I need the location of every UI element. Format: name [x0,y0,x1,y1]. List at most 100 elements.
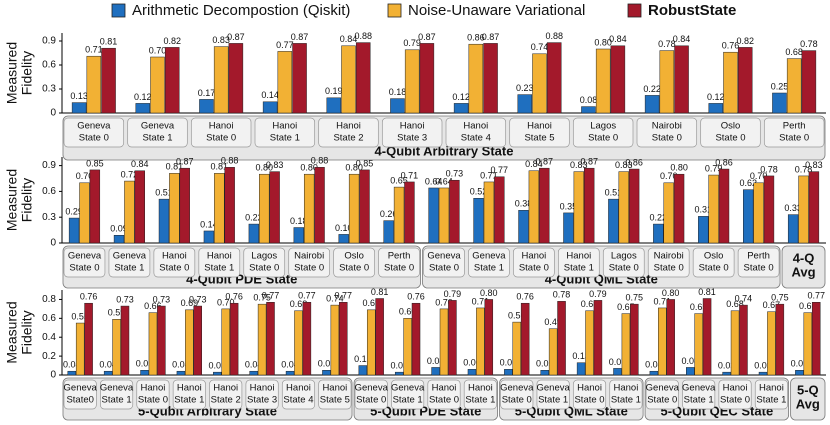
bar [737,47,753,114]
y-axis-label: Fidelity [19,51,35,95]
bar [249,370,258,376]
value-label: 0.78 [658,39,676,49]
value-label: 0.70 [660,171,678,181]
value-label: 0.56 [508,310,526,320]
x-tick-label: State 0 [609,263,639,274]
group-box [422,245,781,289]
value-label: 0.86 [715,157,733,167]
bar [723,51,738,114]
value-label: 0.31 [695,205,713,215]
bar [86,55,102,114]
category-box [602,247,645,278]
bar [483,181,495,244]
value-label: 0.79 [589,289,607,299]
bar [176,370,186,376]
bar [390,98,405,114]
x-tick-label: Hanoi [468,383,493,394]
bar [269,171,280,244]
value-label: 0.83 [266,160,284,170]
category-box [572,379,607,410]
category-box [172,379,206,410]
bar [338,234,349,244]
y-axis-label: Measured [4,301,20,363]
value-label: 0.80 [594,37,612,47]
bar [653,223,664,244]
y-axis-label: Fidelity [19,178,35,222]
legend-label: Arithmetic Decompostion (Qiskit) [132,2,350,19]
value-label: 0.38 [515,199,533,209]
x-tick-label: State 1 [611,395,641,406]
value-label: 0.03 [718,361,736,371]
x-tick-label: Nairobi [654,251,684,262]
category-box [763,117,825,148]
value-label: 0.03 [754,361,772,371]
category-box [63,247,106,278]
bar [767,311,776,376]
value-label: 0.74 [531,42,549,52]
bar [179,167,190,244]
group-label: 5-Q [797,382,819,397]
x-tick-label: Hanoi [432,383,457,394]
x-tick-label: Geneva [537,383,571,394]
x-tick-label: State 1 [538,395,568,406]
x-tick-label: State 0 [384,263,414,274]
category-box [354,379,388,410]
x-tick-label: State 0 [574,395,604,406]
value-label: 0.87 [176,157,194,167]
value-label: 0.78 [800,39,818,49]
value-label: 0.79 [403,38,421,48]
bar [266,302,275,376]
x-tick-label: Hanoi [566,251,591,262]
x-tick-label: Geneva [682,383,716,394]
x-tick-label: Geneva [391,383,425,394]
legend-swatch [627,3,642,18]
x-tick-label: State 1 [114,263,144,274]
x-tick-label: Nairobi [294,251,324,262]
value-label: 0.09 [110,224,128,234]
bar [585,310,594,376]
bar [649,370,659,376]
value-label: 0.59 [108,308,126,318]
bar [158,198,170,244]
category-box [318,117,379,148]
category-box [572,117,634,148]
value-label: 0.73 [116,294,134,304]
value-label: 0.80 [255,163,273,173]
bar [355,42,371,114]
y-axis-label: Fidelity [19,310,35,354]
x-tick-label: State 3 [397,133,427,144]
value-label: 0.83 [212,35,230,45]
bar [467,369,477,376]
value-label: 0.73 [189,294,207,304]
bar [772,92,787,114]
x-tick-label: State 1 [756,395,786,406]
x-tick-label: Lagos [590,121,616,132]
value-label: 0.05 [791,359,809,369]
value-label: 0.86 [467,33,485,43]
bar [257,303,267,376]
y-tick-label: 0.3 [42,212,56,223]
bar [314,167,325,244]
value-label: 0.64 [425,176,443,186]
x-tick-label: Geneva [355,383,389,394]
value-label: 0.65 [617,302,635,312]
x-tick-label: State 3 [247,395,277,406]
value-label: 0.67 [763,300,781,310]
bar [673,173,685,244]
value-label: 0.79 [444,289,462,299]
value-label: 0.10 [335,223,353,233]
value-label: 0.04 [281,360,299,370]
value-label: 0.81 [166,162,184,172]
bar [228,43,244,114]
category-box [288,247,330,278]
bar [644,95,660,114]
x-tick-label: State 0 [715,133,745,144]
value-label: 0.29 [65,206,83,216]
bar [185,309,194,376]
x-tick-label: Geneva [68,251,102,262]
category-box [100,379,134,410]
bar [419,43,435,114]
y-axis-label: Measured [4,169,20,231]
value-label: 0.80 [662,288,680,298]
x-tick-label: Geneva [113,251,147,262]
